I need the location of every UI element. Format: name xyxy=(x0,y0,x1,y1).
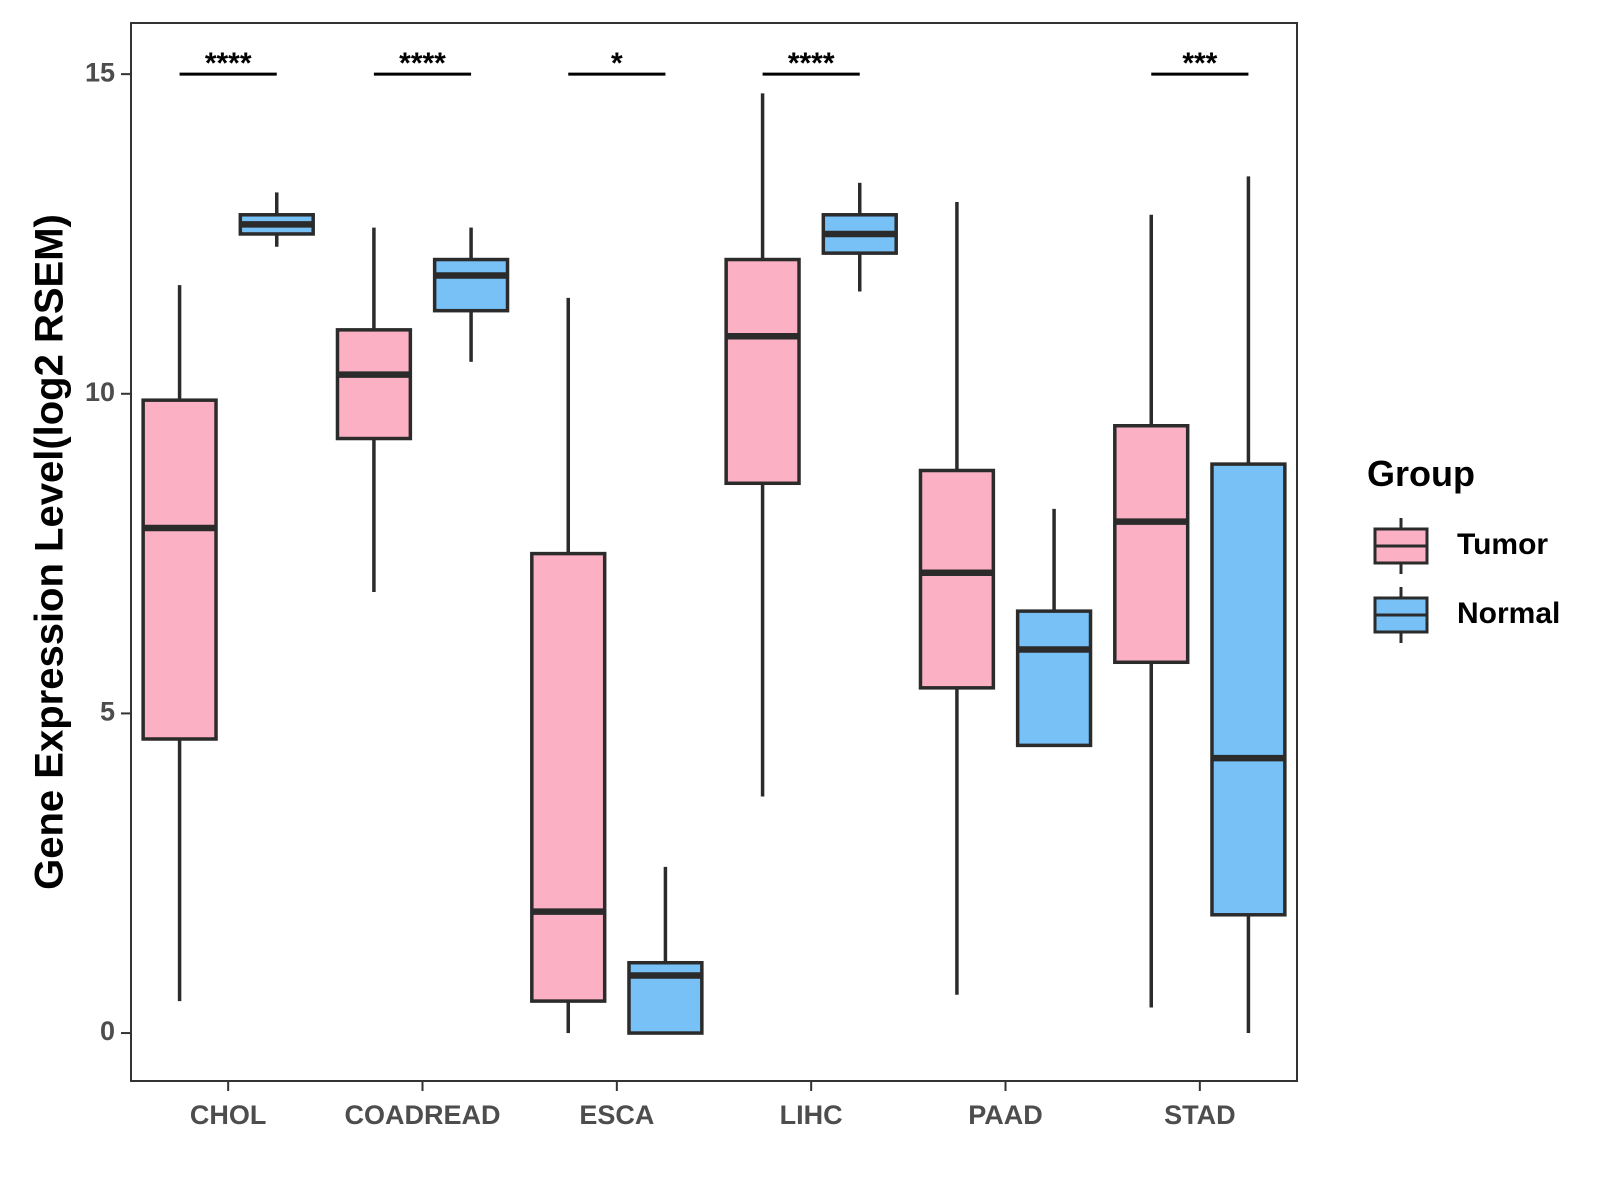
box-iqr xyxy=(335,328,413,441)
y-tick-label: 10 xyxy=(85,377,115,407)
box-normal-paad xyxy=(1015,508,1093,748)
box-tumor-chol xyxy=(141,285,218,1002)
significance-label: **** xyxy=(205,47,252,80)
box-normal-lihc xyxy=(821,182,898,292)
box-normal-stad xyxy=(1210,176,1287,1034)
significance-annotations: **** **** * **** *** xyxy=(179,47,1249,80)
box-iqr xyxy=(432,257,510,313)
x-axis: CHOL COADREAD ESCA LIHC PAAD STAD xyxy=(190,1081,1236,1130)
box-iqr xyxy=(1015,609,1093,748)
significance-label: **** xyxy=(399,47,446,80)
legend-key-normal xyxy=(1373,587,1429,643)
x-tick-label: LIHC xyxy=(780,1100,843,1130)
box-tumor-paad xyxy=(918,201,996,995)
box-iqr xyxy=(918,468,996,690)
box-iqr xyxy=(530,551,607,1003)
legend-label-tumor: Tumor xyxy=(1457,528,1548,561)
significance-label: **** xyxy=(788,47,835,80)
box-tumor-lihc xyxy=(724,93,801,797)
x-tick-label: ESCA xyxy=(579,1100,654,1130)
box-tumor-esca xyxy=(530,297,607,1034)
x-tick-label: PAAD xyxy=(968,1100,1043,1130)
plot-panel-border xyxy=(130,22,1298,1082)
significance-label: *** xyxy=(1182,47,1217,80)
box-iqr xyxy=(724,257,801,486)
x-tick-label: STAD xyxy=(1164,1100,1236,1130)
y-axis-title: Gene Expression Level(log2 RSEM) xyxy=(28,214,72,890)
box-normal-chol xyxy=(238,192,315,247)
legend-key-tumor xyxy=(1373,518,1429,574)
box-normal-esca xyxy=(627,866,704,1035)
legend-title: Group xyxy=(1367,453,1475,494)
box-normal-coadread xyxy=(432,227,510,362)
box-iqr xyxy=(1210,462,1287,917)
box-iqr xyxy=(1113,423,1190,665)
box-groups xyxy=(141,93,1287,1035)
box-iqr xyxy=(141,398,218,741)
y-tick-label: 15 xyxy=(85,57,115,87)
box-tumor-stad xyxy=(1113,214,1190,1008)
y-tick-label: 5 xyxy=(100,697,115,727)
legend-label-normal: Normal xyxy=(1457,597,1560,630)
significance-label: * xyxy=(611,47,623,80)
y-tick-label: 0 xyxy=(100,1016,115,1046)
x-tick-label: CHOL xyxy=(190,1100,267,1130)
x-tick-label: COADREAD xyxy=(344,1100,500,1130)
y-axis: 0 5 10 15 xyxy=(85,57,131,1046)
box-tumor-coadread xyxy=(335,227,413,592)
legend: Group Tumor Normal xyxy=(1367,453,1560,643)
